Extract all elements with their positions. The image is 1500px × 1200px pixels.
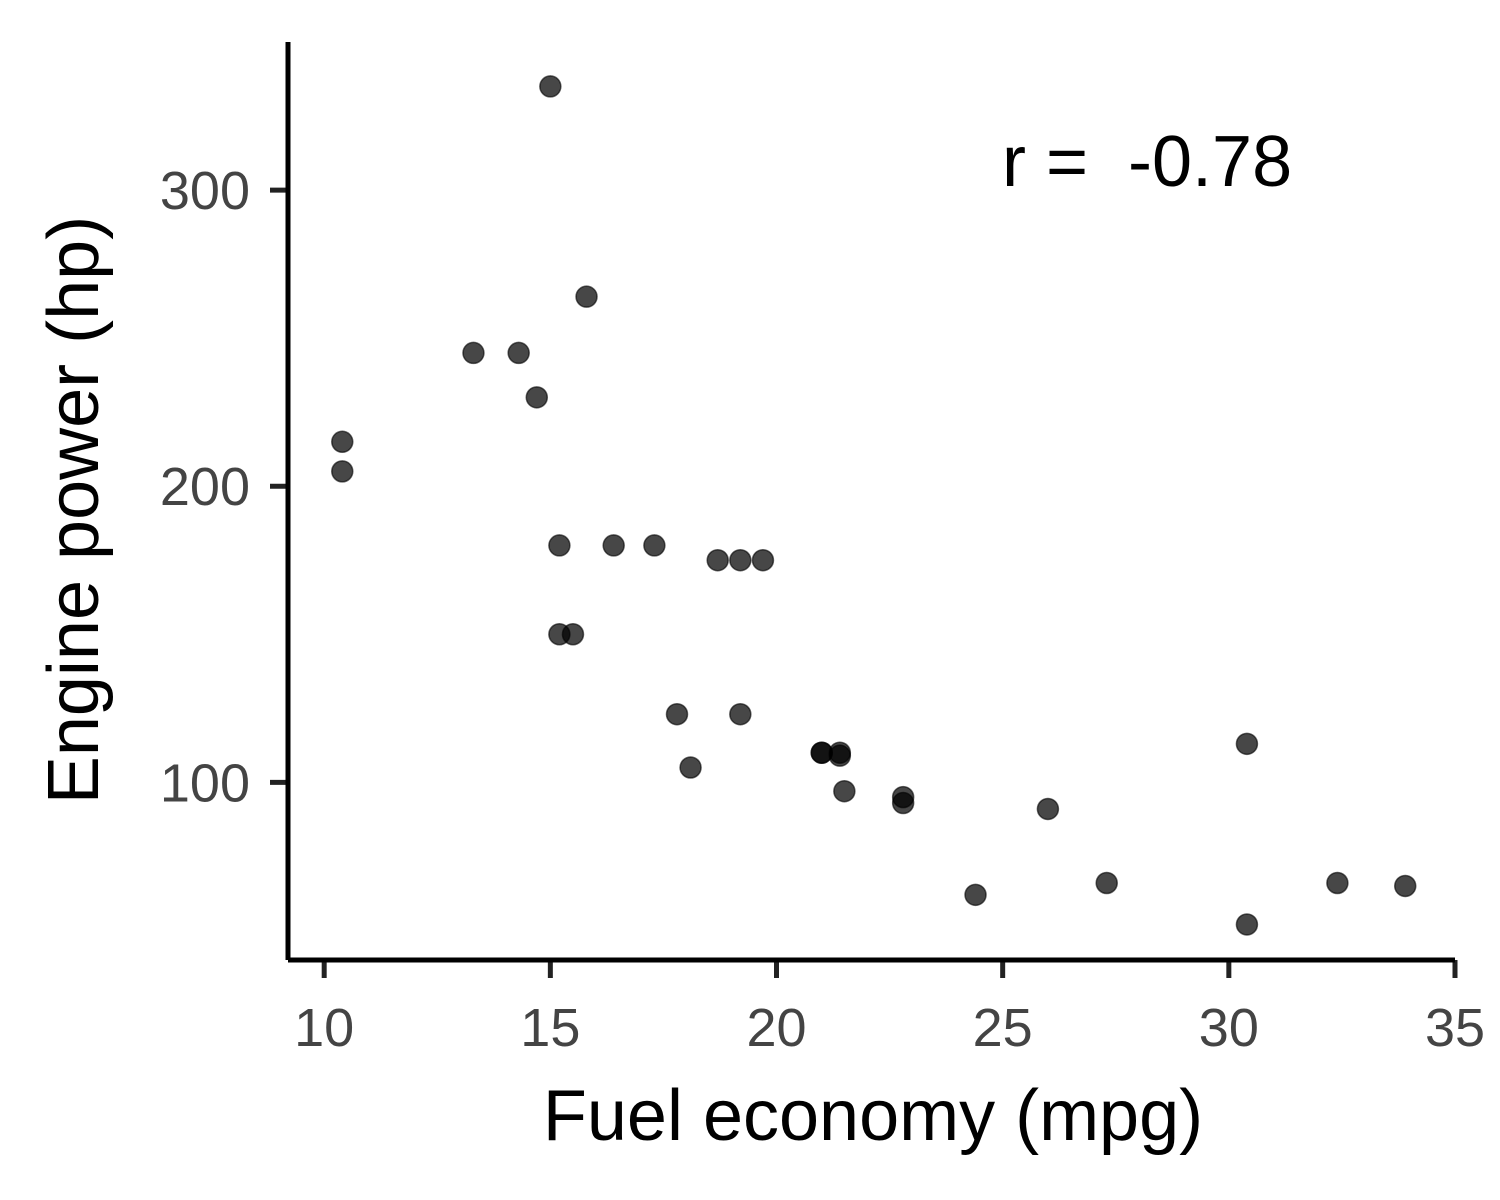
data-point [525, 386, 549, 409]
x-axis-ticks: 10 15 20 25 30 35 [294, 960, 1485, 1058]
correlation-annotation: r = -0.78 [1002, 122, 1292, 202]
data-point [665, 702, 689, 726]
data-point [331, 430, 354, 454]
x-tick-label: 35 [1425, 998, 1485, 1058]
data-point [643, 534, 666, 557]
data-point [575, 285, 598, 308]
points-layer [331, 75, 1417, 936]
x-tick-label: 20 [746, 998, 806, 1058]
data-point [828, 744, 852, 767]
data-point [751, 548, 775, 572]
data-point [891, 785, 915, 809]
data-point [507, 341, 530, 365]
y-tick-label: 200 [160, 457, 250, 517]
x-tick-label: 15 [520, 998, 580, 1058]
x-tick-label: 10 [294, 998, 354, 1058]
data-point [1393, 874, 1417, 898]
data-point [964, 883, 987, 907]
y-axis-title: Engine power (hp) [34, 216, 114, 804]
data-point [462, 341, 485, 365]
data-point [539, 75, 562, 98]
data-point [1235, 913, 1259, 936]
y-tick-label: 300 [160, 161, 250, 221]
data-point [1095, 871, 1118, 895]
y-tick-label: 100 [160, 753, 250, 813]
data-point [679, 756, 702, 779]
data-point [548, 623, 571, 646]
data-point [1235, 732, 1259, 756]
data-point [331, 460, 354, 483]
data-point [1036, 797, 1060, 821]
data-point [729, 548, 752, 572]
y-axis-ticks: 100 200 300 [160, 161, 288, 813]
x-tick-label: 30 [1199, 998, 1259, 1058]
x-tick-label: 25 [973, 998, 1033, 1058]
data-point [833, 779, 856, 803]
data-point [548, 534, 571, 557]
x-axis-title: Fuel economy (mpg) [543, 1076, 1203, 1156]
data-point [729, 702, 752, 726]
data-point [602, 534, 625, 557]
data-point [1326, 871, 1349, 895]
data-point [706, 548, 729, 572]
